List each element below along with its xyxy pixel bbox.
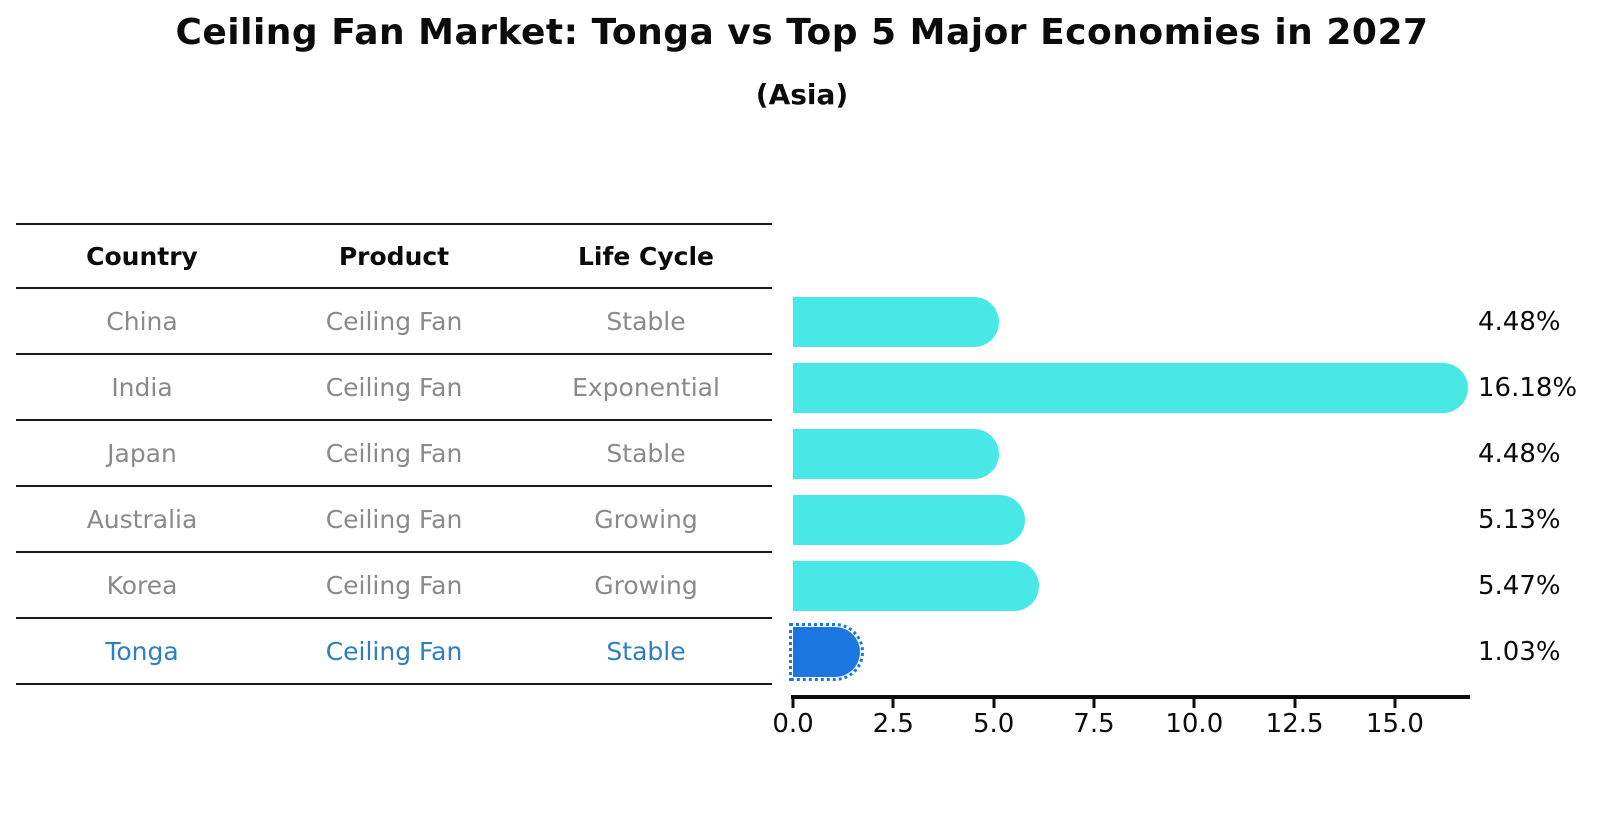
bar	[793, 429, 999, 479]
summary-table: Country Product Life Cycle China Ceiling …	[16, 223, 772, 685]
column-header-country: Country	[86, 241, 198, 271]
cell-product: Ceiling Fan	[325, 570, 463, 600]
table-row: Tonga Ceiling Fan Stable	[16, 619, 772, 685]
x-axis-tick-label: 5.0	[972, 709, 1015, 739]
cell-life-cycle: Exponential	[572, 372, 720, 402]
cell-country: China	[106, 306, 178, 336]
cell-life-cycle: Growing	[594, 570, 698, 600]
x-axis-tick	[891, 699, 895, 708]
table-row: Australia Ceiling Fan Growing	[16, 487, 772, 553]
cell-product: Ceiling Fan	[325, 504, 463, 534]
cell-product: Ceiling Fan	[325, 636, 463, 666]
column-header-product: Product	[338, 241, 450, 271]
bar-highlighted	[789, 623, 864, 681]
x-axis-tick	[992, 699, 996, 708]
cell-country: Japan	[107, 438, 177, 468]
x-axis-tick	[1293, 699, 1297, 708]
bar	[793, 561, 1039, 611]
x-axis-tick-label: 7.5	[1073, 709, 1115, 739]
cell-country: India	[111, 372, 173, 402]
bar-value-label: 5.13%	[1478, 505, 1561, 535]
cell-product: Ceiling Fan	[325, 306, 463, 336]
chart-subtitle: (Asia)	[755, 78, 849, 111]
table-row: Japan Ceiling Fan Stable	[16, 421, 772, 487]
column-header-life-cycle: Life Cycle	[577, 241, 715, 271]
table-header-row: Country Product Life Cycle	[16, 223, 772, 289]
x-axis-tick	[1192, 699, 1196, 708]
x-axis-tick-label: 2.5	[872, 709, 914, 739]
x-axis-tick-label: 0.0	[772, 709, 814, 739]
cell-country: Korea	[106, 570, 178, 600]
x-axis-tick-label: 15.0	[1366, 709, 1424, 739]
chart-title: Ceiling Fan Market: Tonga vs Top 5 Major…	[175, 12, 1429, 53]
x-axis-tick	[1092, 699, 1096, 708]
bar-value-label: 4.48%	[1478, 439, 1561, 469]
bar-value-label: 1.03%	[1478, 637, 1561, 667]
cell-life-cycle: Growing	[594, 504, 698, 534]
table-row: India Ceiling Fan Exponential	[16, 355, 772, 421]
bar-value-label: 16.18%	[1478, 373, 1578, 403]
bar	[793, 363, 1468, 413]
bar	[793, 297, 999, 347]
cell-product: Ceiling Fan	[325, 372, 463, 402]
table-row: Korea Ceiling Fan Growing	[16, 553, 772, 619]
cell-life-cycle: Stable	[606, 438, 686, 468]
bar-value-label: 5.47%	[1478, 571, 1561, 601]
x-axis-line	[791, 695, 1470, 699]
bar	[793, 495, 1025, 545]
x-axis-tick	[1393, 699, 1397, 708]
table-row: China Ceiling Fan Stable	[16, 289, 772, 355]
bar-value-label: 4.48%	[1478, 307, 1561, 337]
bar-plot: 0.0 2.5 5.0 7.5 10.0 12.5 15.0 4.48% 16.18% 4.48…	[772, 223, 1577, 823]
cell-country: Australia	[86, 504, 198, 534]
x-axis-tick-label: 10.0	[1165, 709, 1224, 739]
cell-country: Tonga	[105, 636, 179, 666]
cell-life-cycle: Stable	[606, 636, 686, 666]
cell-life-cycle: Stable	[606, 306, 686, 336]
x-axis-tick	[791, 699, 795, 708]
x-axis-tick-label: 12.5	[1265, 709, 1324, 739]
cell-product: Ceiling Fan	[325, 438, 463, 468]
table-body: China Ceiling Fan Stable India Ceiling Fan Ex…	[16, 289, 772, 685]
